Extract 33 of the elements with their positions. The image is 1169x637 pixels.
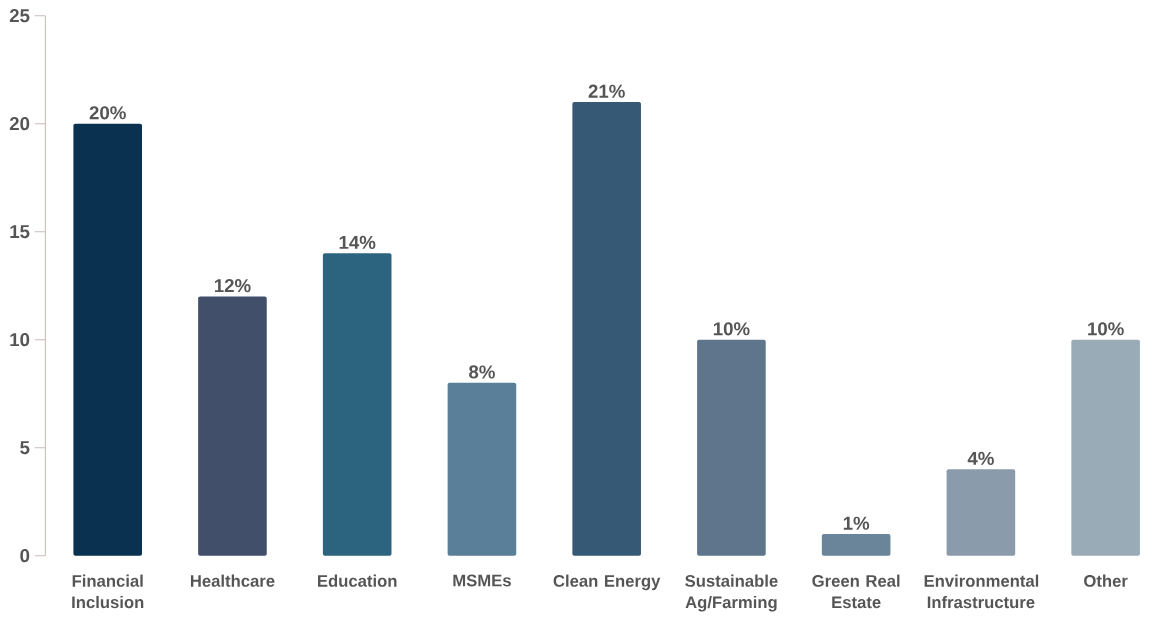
bar <box>697 339 766 556</box>
bar <box>447 382 517 556</box>
x-tick-label: MSMEs <box>453 574 511 587</box>
bar <box>322 253 392 556</box>
bar <box>572 102 641 556</box>
data-label: 8% <box>469 365 495 379</box>
x-tick-label: Financial Inclusion <box>72 574 144 609</box>
bar <box>946 469 1016 556</box>
x-tick-label: Sustainable Ag/Farming <box>685 574 778 612</box>
x-tick-label: Other <box>1084 574 1128 587</box>
data-label: 4% <box>967 451 994 465</box>
data-label: 14% <box>339 235 376 249</box>
data-label: 12% <box>214 279 251 293</box>
x-tick-label: Clean Energy <box>553 574 661 591</box>
y-tick-label: 5 <box>20 441 30 455</box>
y-tick-label: 25 <box>9 9 30 23</box>
data-label: 20% <box>89 106 126 120</box>
x-tick-label: Environmental Infrastructure <box>924 574 1039 609</box>
data-label: 1% <box>843 516 870 530</box>
y-tick-label: 20 <box>9 117 30 131</box>
y-tick-label: 15 <box>10 225 30 239</box>
bar <box>821 534 891 556</box>
bar <box>198 296 267 556</box>
x-tick-label: Education <box>318 574 397 587</box>
y-tick-label: 0 <box>20 549 30 563</box>
bar <box>73 123 143 556</box>
bar <box>1071 339 1140 556</box>
data-label: 21% <box>588 84 625 98</box>
data-label: 10% <box>713 322 750 336</box>
x-tick-label: Healthcare <box>190 574 275 587</box>
data-label: 10% <box>1088 322 1124 336</box>
y-tick-label: 10 <box>10 333 30 347</box>
x-tick-label: Green Real Estate <box>812 574 900 609</box>
